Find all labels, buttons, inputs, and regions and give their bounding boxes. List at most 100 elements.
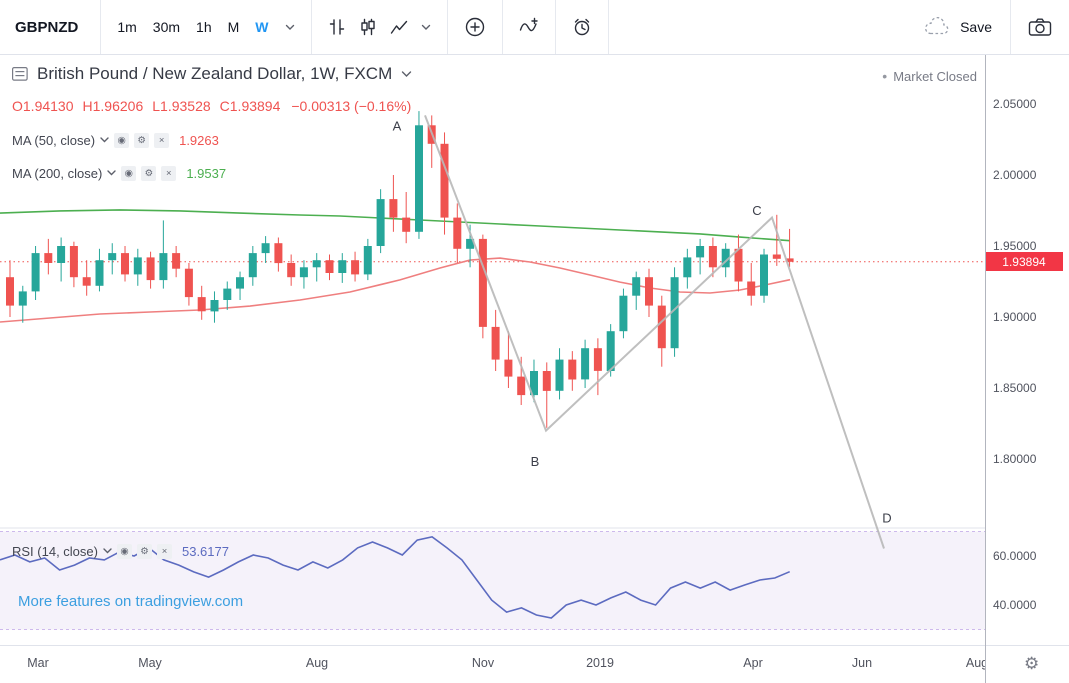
toolbar-separator: [607, 0, 609, 54]
price-axis-label: 2.00000: [993, 168, 1037, 182]
candle-body: [402, 217, 411, 232]
interval-1M[interactable]: M: [227, 19, 240, 35]
ohlc-open: O1.94130: [12, 98, 74, 114]
candle-body: [619, 295, 628, 332]
price-axis-label: 1.90000: [993, 310, 1037, 324]
market-status-dot: •: [882, 68, 888, 84]
rsi-visibility-icon[interactable]: ◉: [116, 543, 132, 559]
chart-pane[interactable]: A B C D British Pound / New Zealand Dollar,…: [0, 55, 985, 645]
candle-body: [172, 253, 181, 269]
rsi-axis-label: 40.0000: [993, 598, 1037, 612]
toolbar-separator: [100, 0, 102, 54]
candle-body: [287, 263, 296, 278]
candle-body: [645, 277, 653, 306]
candle-body: [593, 348, 602, 371]
interval-1W[interactable]: W: [255, 19, 269, 35]
line-style-icon[interactable]: [390, 18, 408, 36]
time-axis-label: Nov: [471, 656, 495, 670]
price-axis[interactable]: 2.05000 2.00000 1.95000 1.90000 1.85000 1.800…: [985, 55, 1069, 645]
candle-body: [772, 254, 781, 259]
market-status-text: Market Closed: [893, 68, 977, 84]
ma50-remove-icon[interactable]: ×: [154, 132, 170, 148]
interval-30m[interactable]: 30m: [152, 19, 181, 35]
screenshot-camera-icon[interactable]: [1011, 17, 1069, 37]
time-axis-label: Aug: [305, 656, 329, 670]
ma50-value: 1.9263: [179, 132, 219, 148]
ma200-line: [0, 209, 791, 242]
candle-body: [223, 288, 232, 300]
ohlc-low: L1.93528: [152, 98, 211, 114]
candle-body: [581, 348, 590, 380]
candle-body: [31, 253, 40, 292]
candle-body: [453, 217, 462, 249]
candle-body: [108, 253, 117, 261]
indicators-icon[interactable]: [519, 17, 539, 37]
candle-body: [376, 199, 385, 246]
cloud-icon: [925, 17, 949, 35]
ma50-visibility-icon[interactable]: ◉: [114, 132, 130, 148]
chart-menu-icon[interactable]: [12, 67, 28, 81]
tradingview-watermark-link[interactable]: More features on tradingview.com: [18, 593, 244, 610]
style-dropdown-chevron-icon[interactable]: [421, 24, 431, 31]
candle-body: [236, 277, 244, 289]
title-chevron-icon[interactable]: [401, 70, 412, 78]
alert-clock-icon[interactable]: [572, 17, 592, 37]
candle-body: [670, 277, 679, 349]
candle-body: [785, 258, 794, 262]
compare-add-icon[interactable]: [464, 16, 486, 38]
ma50-chevron-icon[interactable]: [100, 137, 109, 143]
save-button[interactable]: Save: [904, 17, 1010, 37]
ma200-settings-icon[interactable]: ⚙: [141, 165, 157, 181]
price-axis-label: 1.85000: [993, 381, 1037, 395]
candle-body: [440, 143, 449, 218]
candle-body: [351, 260, 360, 275]
candle-body: [478, 238, 487, 327]
interval-1m[interactable]: 1m: [117, 19, 137, 35]
candles-style-icon[interactable]: [359, 18, 377, 36]
chart-style-group: [312, 0, 447, 54]
toolbar-separator: [501, 0, 503, 54]
candle-body: [415, 125, 423, 232]
candle-body: [491, 326, 500, 360]
symbol-search-button[interactable]: GBPNZD: [15, 18, 79, 36]
ma200-visibility-icon[interactable]: ◉: [121, 165, 137, 181]
candle-body: [708, 246, 717, 268]
candle-body: [542, 371, 551, 391]
candle-body: [632, 277, 641, 296]
candle-body: [82, 277, 91, 286]
interval-1h[interactable]: 1h: [196, 19, 212, 35]
ma200-chevron-icon[interactable]: [107, 170, 117, 176]
ma200-remove-icon[interactable]: ×: [161, 165, 177, 181]
trend-point-label-d: D: [882, 511, 891, 526]
chart-legend-title-row: British Pound / New Zealand Dollar, 1W, …: [12, 64, 412, 83]
top-toolbar: GBPNZD 1m 30m 1h M W: [0, 0, 1069, 55]
rsi-label[interactable]: RSI (14, close): [12, 543, 98, 559]
interval-dropdown-chevron-icon[interactable]: [285, 24, 295, 31]
ma200-label[interactable]: MA (200, close): [12, 165, 103, 181]
ma200-value: 1.9537: [186, 165, 227, 181]
rsi-settings-icon[interactable]: ⚙: [136, 543, 152, 559]
chart-title[interactable]: British Pound / New Zealand Dollar, 1W, …: [37, 64, 393, 83]
candle-body: [69, 246, 78, 278]
trend-point-label-a: A: [393, 119, 402, 134]
candle-body: [657, 305, 666, 349]
candle-body: [121, 253, 129, 275]
candle-body: [6, 277, 14, 306]
candle-body: [696, 246, 705, 258]
rsi-remove-icon[interactable]: ×: [156, 543, 172, 559]
ohlc-change: −0.00313 (−0.16%): [291, 98, 412, 114]
time-axis[interactable]: Mar May Aug Nov 2019 Apr Jun Aug ⚙: [0, 645, 1069, 683]
candle-body: [95, 260, 104, 286]
candle-body: [555, 359, 564, 391]
time-axis-label: Jun: [851, 656, 873, 670]
axis-vertical-separator: [985, 55, 986, 683]
chart-settings-gear-icon[interactable]: ⚙: [1024, 654, 1040, 673]
rsi-chevron-icon[interactable]: [103, 548, 112, 554]
time-axis-labels: Mar May Aug Nov 2019 Apr Jun Aug: [0, 646, 985, 683]
ohlc-high: H1.96206: [82, 98, 144, 114]
candle-body: [683, 257, 692, 278]
toolbar-separator: [310, 0, 312, 54]
ma50-label[interactable]: MA (50, close): [12, 132, 96, 148]
ma50-settings-icon[interactable]: ⚙: [134, 132, 150, 148]
bars-style-icon[interactable]: [328, 18, 346, 36]
